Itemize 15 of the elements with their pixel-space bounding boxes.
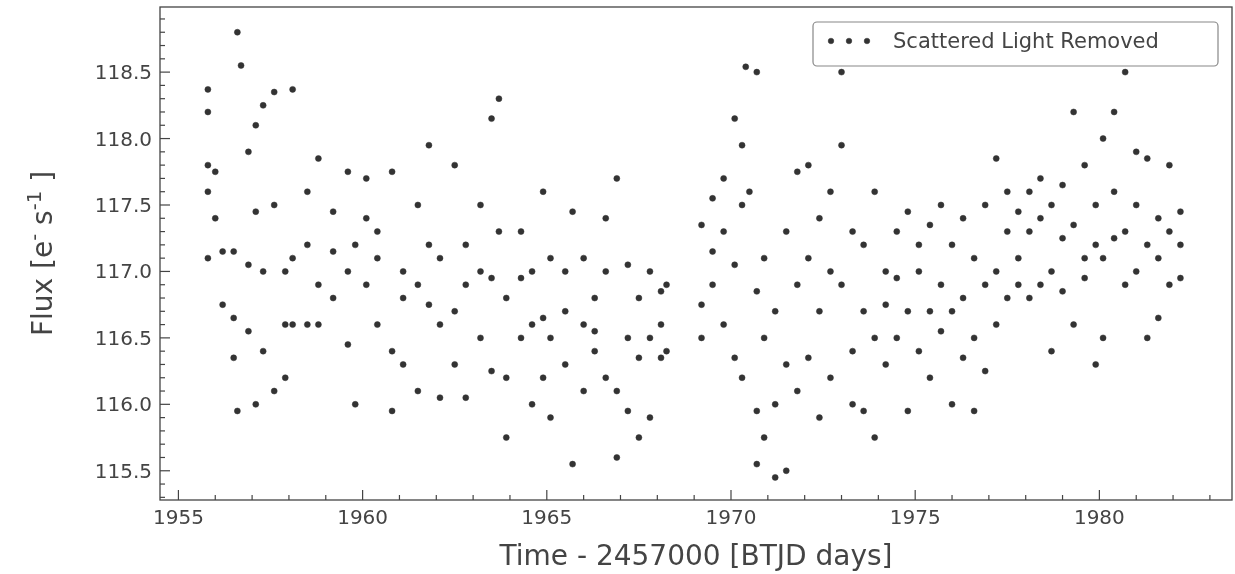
y-tick-label: 117.0: [94, 259, 152, 284]
x-tick-label: 1970: [705, 505, 757, 529]
x-tick-label: 1980: [1073, 505, 1125, 529]
x-axis-title: Time - 2457000 [BTJD days]: [498, 539, 893, 572]
y-tick-label: 116.0: [94, 392, 152, 417]
y-tick-label: 118.5: [94, 60, 152, 85]
legend-label: Scattered Light Removed: [893, 29, 1159, 54]
x-tick-label: 1965: [521, 505, 573, 529]
x-tick-label: 1975: [889, 505, 941, 529]
y-tick-label: 116.5: [94, 325, 152, 350]
y-tick-label: 118.0: [94, 126, 152, 151]
y-tick-label: 115.5: [94, 458, 152, 483]
x-tick-label: 1960: [337, 505, 389, 529]
x-tick-label: 1955: [152, 505, 204, 529]
y-tick-label: 117.5: [94, 193, 152, 217]
